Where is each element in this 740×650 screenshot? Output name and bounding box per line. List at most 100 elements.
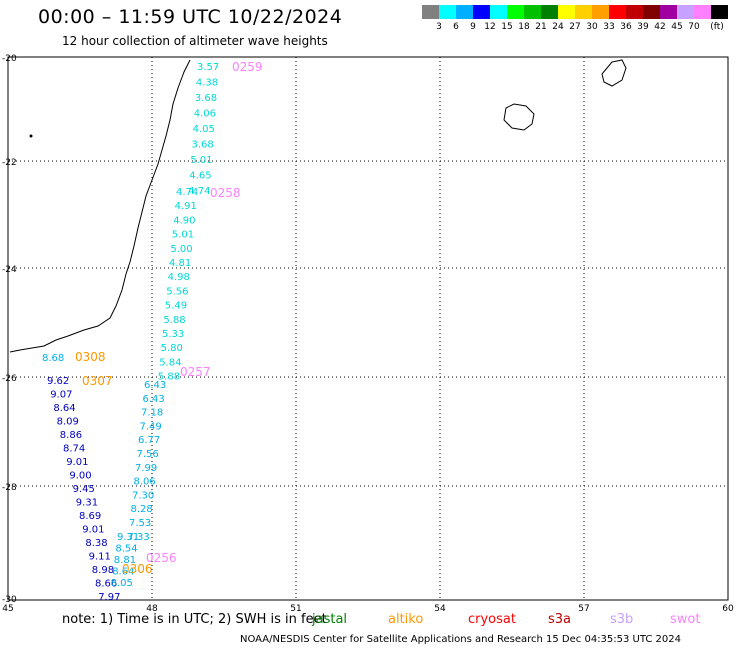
wave-height-label: 5.01: [172, 230, 194, 241]
legend-label: 27: [569, 22, 581, 32]
wave-height-label: 8.86: [60, 430, 82, 441]
wave-height-label: 8.66: [95, 579, 117, 590]
legend-label: 39: [637, 22, 649, 32]
wave-height-label: 4.65: [189, 171, 211, 182]
pass-number-tag: 0259: [232, 60, 263, 74]
wave-height-label: 8.38: [85, 538, 107, 549]
legend-swatch: [694, 5, 711, 19]
color-legend: 3 6 9 12 15 18 21 24 27 30 33 36 39 42 45 70 (ft): [422, 5, 728, 39]
map-subtitle: 12 hour collection of altimeter wave hei…: [62, 34, 328, 48]
legend-swatch: [643, 5, 660, 19]
legend-label: 12: [484, 22, 496, 32]
legend-label: 70: [688, 22, 700, 32]
legend-swatch: [660, 5, 677, 19]
legend-swatch: [575, 5, 592, 19]
lon-tick-label: 45: [2, 604, 13, 612]
coastline-madagascar: [9, 59, 191, 353]
lon-tick-label: 48: [146, 604, 158, 612]
wave-height-label: 5.49: [165, 301, 187, 312]
wave-height-label: 8.06: [134, 477, 156, 488]
wave-height-label: 8.64: [53, 403, 75, 414]
wave-height-label: 8.09: [57, 417, 79, 428]
pass-number-tag: 0258: [210, 186, 241, 200]
legend-swatch: [626, 5, 643, 19]
wave-height-label: 8.05: [111, 578, 133, 589]
legend-label: 6: [453, 22, 459, 32]
wave-height-label: 4.90: [173, 215, 195, 226]
satellite-cryosat: cryosat: [468, 612, 516, 627]
wave-height-label: 8.81: [114, 555, 136, 566]
legend-swatches: [422, 5, 728, 19]
wave-height-label: 5.80: [161, 343, 183, 354]
satellite-jastal: jastal: [312, 612, 348, 627]
legend-label: 33: [603, 22, 615, 32]
legend-swatch: [711, 5, 728, 19]
altimeter-map: 45 48 51 54 57 60-20-22-24-26-28-30 3.574.383…: [2, 54, 734, 612]
wave-height-label: 7.97: [98, 592, 120, 603]
pass-number-tag: 0307: [82, 374, 113, 388]
wave-height-label: 6.43: [144, 380, 166, 391]
map-title: 00:00 – 11:59 UTC 10/22/2024: [38, 6, 343, 28]
wave-height-label: 9.31: [76, 498, 98, 509]
wave-height-label: 9.01: [66, 457, 88, 468]
legend-label: (ft): [710, 22, 724, 32]
wave-height-label: 8.68: [42, 353, 64, 364]
wave-height-label: 4.05: [193, 124, 215, 135]
lat-tick-label: -26: [2, 374, 17, 384]
wave-height-label: 9.01: [82, 525, 104, 536]
legend-label: 24: [552, 22, 564, 32]
wave-height-label: 8.69: [79, 511, 101, 522]
wave-height-label: 5.33: [162, 329, 184, 340]
wave-height-label: 6.43: [143, 394, 165, 405]
legend-label: 45: [671, 22, 683, 32]
legend-label: 30: [586, 22, 598, 32]
wave-height-label: 4.74: [188, 186, 210, 197]
lon-tick-label: 57: [578, 604, 589, 612]
wave-height-label: 7.99: [135, 463, 157, 474]
satellite-altiko: altiko: [388, 612, 424, 627]
wave-height-label: 8.74: [63, 444, 85, 455]
pass-number-tag: 0256: [146, 551, 177, 565]
islet: [29, 134, 33, 138]
wave-height-label: 4.38: [196, 78, 218, 89]
wave-height-label: 8.98: [92, 565, 114, 576]
wave-height-label: 4.81: [169, 258, 191, 269]
footer-credit: NOAA/NESDIS Center for Satellite Applica…: [240, 634, 682, 645]
legend-label: 36: [620, 22, 632, 32]
legend-swatch: [592, 5, 609, 19]
wave-height-label: 7.56: [137, 449, 159, 460]
wave-height-label: 7.18: [141, 408, 163, 419]
wave-height-label: 6.77: [138, 435, 160, 446]
legend-swatch: [609, 5, 626, 19]
wave-height-label: 8.64: [112, 567, 134, 578]
legend-swatch: [490, 5, 507, 19]
satellite-s3a: s3a: [548, 612, 572, 627]
map-grid: [8, 57, 728, 600]
lat-tick-label: -24: [2, 265, 17, 275]
units-note: note: 1) Time is in UTC; 2) SWH is in fe…: [62, 612, 327, 627]
legend-swatch: [524, 5, 541, 19]
wave-height-label: 9.31: [117, 532, 139, 543]
legend-label: 3: [436, 22, 442, 32]
legend-swatch: [439, 5, 456, 19]
wave-height-label: 7.53: [129, 518, 151, 529]
legend-labels: 3 6 9 12 15 18 21 24 27 30 33 36 39 42 45 70 (ft): [422, 19, 728, 33]
wave-height-label: 9.00: [69, 471, 91, 482]
pass-number-tag: 0257: [180, 365, 211, 379]
legend-swatch: [456, 5, 473, 19]
legend-swatch: [558, 5, 575, 19]
satellite-s3b: s3b: [610, 612, 634, 627]
wave-height-label: 9.11: [89, 552, 111, 563]
wave-height-label: 3.68: [192, 140, 214, 151]
legend-swatch: [677, 5, 694, 19]
lat-tick-label: -30: [2, 595, 17, 605]
axis-labels: 45 48 51 54 57 60 -20 -22 -24 -26 -28 -30: [2, 54, 734, 612]
wave-height-label: 3.57: [197, 62, 219, 73]
lon-tick-label: 54: [434, 604, 446, 612]
wave-height-label: 5.88: [158, 372, 180, 383]
wave-height-label: 4.06: [194, 109, 216, 120]
wave-height-label: 5.84: [159, 357, 181, 368]
pass-number-tag: 0306: [122, 562, 153, 576]
track-labels: 3.57 4.38 3.68 4.06 4.05 3.68 5.01 4.65 4.744.74…: [42, 62, 219, 603]
